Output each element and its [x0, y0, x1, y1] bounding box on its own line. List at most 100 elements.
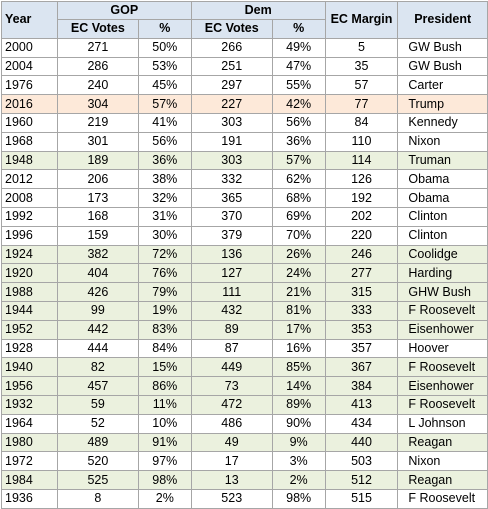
cell-president: GHW Bush — [397, 282, 488, 302]
cell-dem-ec-votes: 136 — [190, 244, 273, 265]
cell-dem-ec-votes: 127 — [190, 263, 273, 284]
cell-gop-pct: 98% — [137, 470, 192, 490]
cell-dem-pct: 89% — [271, 394, 326, 415]
cell-gop-pct: 72% — [137, 244, 192, 265]
cell-gop-pct: 11% — [137, 394, 192, 415]
cell-dem-pct: 36% — [271, 131, 326, 152]
cell-dem-ec-votes: 191 — [190, 131, 273, 152]
table-row: 1932 59 11% 472 89% 413 F Roosevelt — [1, 394, 488, 415]
table-row: 1992 168 31% 370 69% 202 Clinton — [1, 206, 488, 227]
cell-year: 2016 — [1, 94, 58, 114]
cell-gop-ec-votes: 286 — [56, 56, 139, 77]
cell-year: 1940 — [1, 357, 58, 378]
cell-dem-ec-votes: 523 — [190, 488, 273, 509]
cell-dem-ec-votes: 332 — [190, 169, 273, 190]
cell-year: 2000 — [1, 37, 58, 58]
cell-gop-ec-votes: 520 — [56, 451, 139, 472]
table-header: Year GOP Dem EC Margin President EC Vote… — [1, 1, 488, 39]
cell-ec-margin: 512 — [324, 470, 399, 490]
cell-dem-pct: 90% — [271, 413, 326, 434]
cell-gop-pct: 2% — [137, 488, 192, 509]
cell-dem-ec-votes: 472 — [190, 394, 273, 415]
cell-dem-ec-votes: 251 — [190, 56, 273, 77]
cell-gop-ec-votes: 8 — [56, 488, 139, 509]
cell-year: 1924 — [1, 244, 58, 265]
cell-ec-margin: 126 — [324, 169, 399, 190]
cell-president: Nixon — [397, 451, 488, 472]
cell-gop-pct: 86% — [137, 376, 192, 396]
cell-president: F Roosevelt — [397, 488, 488, 509]
table-row: 1924 382 72% 136 26% 246 Coolidge — [1, 244, 488, 265]
cell-president: L Johnson — [397, 413, 488, 434]
cell-president: GW Bush — [397, 56, 488, 77]
cell-year: 1956 — [1, 376, 58, 396]
cell-ec-margin: 246 — [324, 244, 399, 265]
cell-gop-ec-votes: 271 — [56, 37, 139, 58]
cell-dem-ec-votes: 297 — [190, 75, 273, 96]
cell-gop-pct: 83% — [137, 319, 192, 340]
cell-ec-margin: 277 — [324, 263, 399, 284]
cell-president: Clinton — [397, 206, 488, 227]
cell-year: 1964 — [1, 413, 58, 434]
cell-dem-pct: 17% — [271, 319, 326, 340]
cell-dem-pct: 3% — [271, 451, 326, 472]
cell-year: 1928 — [1, 338, 58, 359]
table-row: 1996 159 30% 379 70% 220 Clinton — [1, 225, 488, 246]
cell-year: 1944 — [1, 300, 58, 321]
table-row: 2000 271 50% 266 49% 5 GW Bush — [1, 37, 488, 58]
cell-ec-margin: 220 — [324, 225, 399, 246]
cell-president: F Roosevelt — [397, 300, 488, 321]
header-row-groups: Year GOP Dem EC Margin President — [1, 1, 488, 39]
cell-dem-ec-votes: 89 — [190, 319, 273, 340]
cell-dem-ec-votes: 370 — [190, 206, 273, 227]
cell-dem-pct: 21% — [271, 282, 326, 302]
cell-president: Obama — [397, 188, 488, 208]
cell-gop-pct: 32% — [137, 188, 192, 208]
header-gop-pct: % — [137, 19, 192, 39]
cell-gop-ec-votes: 219 — [56, 112, 139, 133]
cell-year: 1920 — [1, 263, 58, 284]
cell-gop-pct: 38% — [137, 169, 192, 190]
table-row: 2004 286 53% 251 47% 35 GW Bush — [1, 56, 488, 77]
cell-year: 1948 — [1, 150, 58, 171]
cell-dem-ec-votes: 13 — [190, 470, 273, 490]
cell-dem-ec-votes: 432 — [190, 300, 273, 321]
cell-gop-ec-votes: 173 — [56, 188, 139, 208]
cell-ec-margin: 384 — [324, 376, 399, 396]
cell-gop-ec-votes: 189 — [56, 150, 139, 171]
cell-gop-pct: 45% — [137, 75, 192, 96]
cell-ec-margin: 192 — [324, 188, 399, 208]
cell-year: 1960 — [1, 112, 58, 133]
cell-dem-pct: 49% — [271, 37, 326, 58]
cell-gop-pct: 57% — [137, 94, 192, 114]
cell-dem-ec-votes: 87 — [190, 338, 273, 359]
header-gop-group: GOP — [56, 1, 192, 20]
table-row: 1988 426 79% 111 21% 315 GHW Bush — [1, 282, 488, 302]
cell-dem-ec-votes: 365 — [190, 188, 273, 208]
table-row: 1976 240 45% 297 55% 57 Carter — [1, 75, 488, 96]
cell-dem-pct: 98% — [271, 488, 326, 509]
cell-gop-ec-votes: 240 — [56, 75, 139, 96]
cell-year: 1932 — [1, 394, 58, 415]
cell-year: 1984 — [1, 470, 58, 490]
cell-dem-ec-votes: 111 — [190, 282, 273, 302]
cell-year: 1972 — [1, 451, 58, 472]
cell-gop-ec-votes: 159 — [56, 225, 139, 246]
header-year: Year — [1, 1, 58, 39]
cell-ec-margin: 503 — [324, 451, 399, 472]
cell-dem-pct: 85% — [271, 357, 326, 378]
cell-ec-margin: 515 — [324, 488, 399, 509]
cell-gop-ec-votes: 382 — [56, 244, 139, 265]
cell-dem-ec-votes: 17 — [190, 451, 273, 472]
cell-president: GW Bush — [397, 37, 488, 58]
cell-president: Reagan — [397, 470, 488, 490]
cell-dem-pct: 69% — [271, 206, 326, 227]
cell-ec-margin: 110 — [324, 131, 399, 152]
cell-year: 1992 — [1, 206, 58, 227]
cell-ec-margin: 315 — [324, 282, 399, 302]
cell-gop-pct: 76% — [137, 263, 192, 284]
table-row: 1948 189 36% 303 57% 114 Truman — [1, 150, 488, 171]
cell-dem-pct: 42% — [271, 94, 326, 114]
cell-president: Truman — [397, 150, 488, 171]
cell-gop-ec-votes: 525 — [56, 470, 139, 490]
